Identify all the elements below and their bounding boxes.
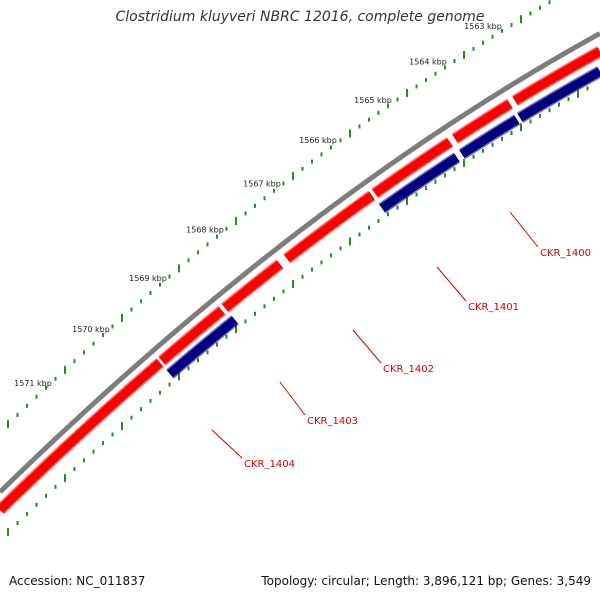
gene-leader-line bbox=[436, 266, 467, 302]
kbp-tick-label: 1563 kbp bbox=[464, 22, 502, 31]
plus-strand-gene-6[interactable] bbox=[0, 359, 163, 514]
kbp-tick-label: 1565 kbp bbox=[354, 96, 392, 105]
accession-text: Accession: NC_011837 bbox=[9, 574, 146, 588]
outer-tick-row bbox=[7, 0, 551, 429]
plus-strand-gene-5[interactable] bbox=[159, 306, 225, 365]
gene-label[interactable]: CKR_1403 bbox=[307, 416, 358, 427]
map-title: Clostridium kluyveri NBRC 12016, complet… bbox=[115, 9, 485, 25]
gene-leader-line bbox=[509, 211, 539, 248]
plus-strand-gene-4[interactable] bbox=[222, 260, 283, 312]
plus-strand-gene-3[interactable] bbox=[284, 191, 375, 263]
gene-leader-line bbox=[279, 381, 306, 416]
gene-leader-line bbox=[352, 329, 382, 364]
kbp-tick-label: 1569 kbp bbox=[129, 274, 167, 283]
plus-strand-gene-2[interactable] bbox=[372, 138, 453, 198]
gene-label[interactable]: CKR_1400 bbox=[540, 248, 591, 259]
minus-strand-gene-0[interactable] bbox=[517, 67, 600, 122]
minus-strand-gene-1[interactable] bbox=[459, 115, 520, 159]
minus-strand-gene-2[interactable] bbox=[379, 153, 460, 213]
gene-label[interactable]: CKR_1401 bbox=[468, 302, 519, 313]
genome-summary: Topology: circular; Length: 3,896,121 bp… bbox=[261, 574, 591, 588]
kbp-tick-label: 1570 kbp bbox=[72, 325, 110, 334]
gene-leader-line bbox=[211, 429, 243, 459]
kbp-tick-label: 1567 kbp bbox=[243, 179, 281, 188]
gene-label[interactable]: CKR_1404 bbox=[244, 459, 295, 470]
gene-label[interactable]: CKR_1402 bbox=[383, 364, 434, 375]
kbp-tick-label: 1568 kbp bbox=[186, 226, 224, 235]
genome-backbone bbox=[0, 31, 600, 494]
minus-strand-gene-3[interactable] bbox=[167, 316, 238, 378]
kbp-tick-label: 1571 kbp bbox=[14, 379, 52, 388]
plus-strand-gene-0[interactable] bbox=[512, 47, 600, 105]
inner-tick-row bbox=[7, 86, 589, 537]
kbp-tick-label: 1566 kbp bbox=[299, 136, 337, 145]
kbp-tick-label: 1564 kbp bbox=[409, 58, 447, 67]
plus-strand-gene-1[interactable] bbox=[452, 100, 513, 143]
